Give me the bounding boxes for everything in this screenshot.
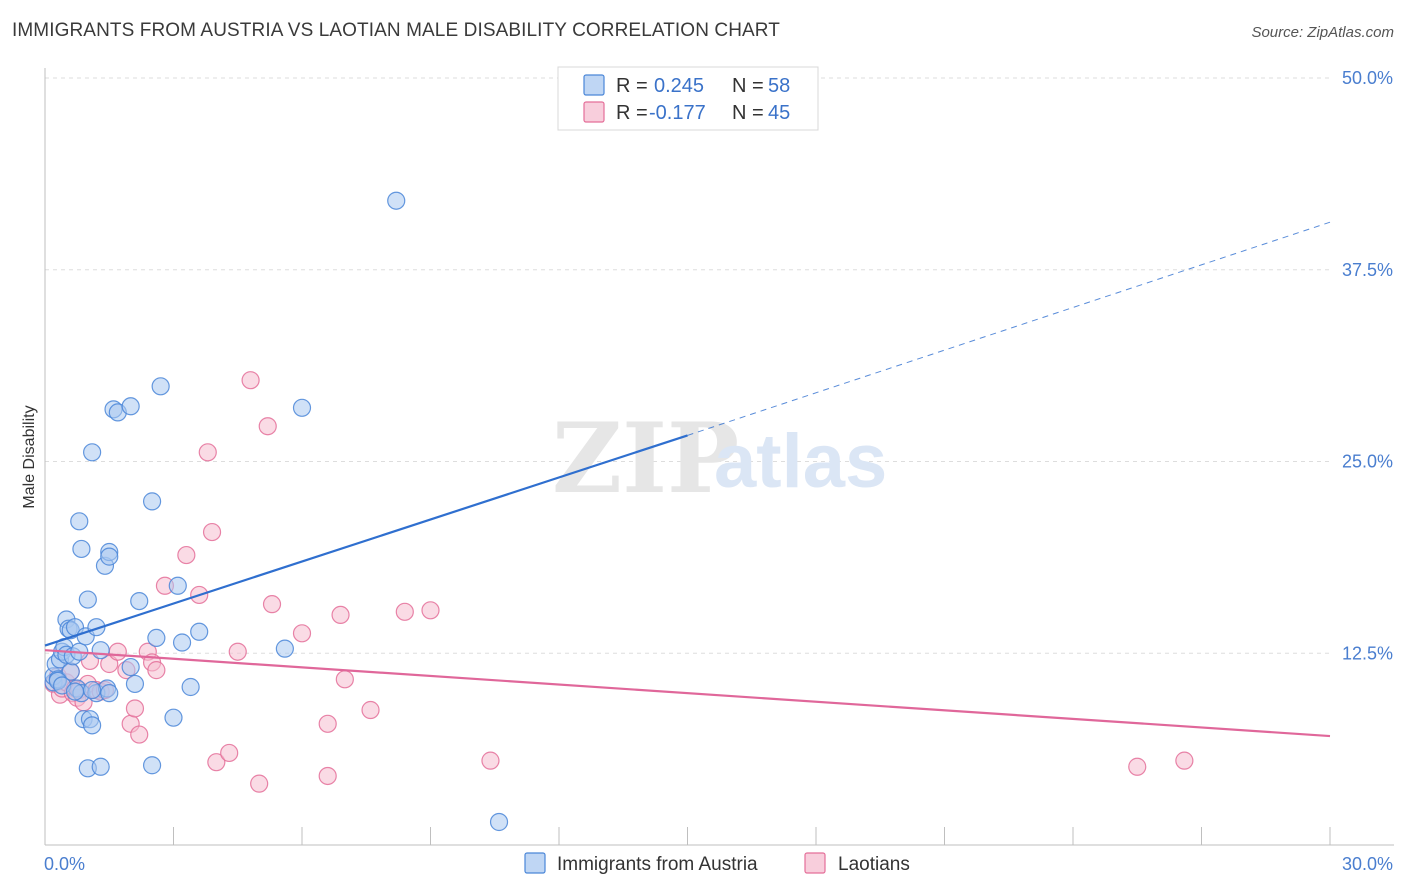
legend-bottom-swatch-austria <box>524 852 546 874</box>
legend-swatch-austria <box>583 74 605 96</box>
laotians-point-40 <box>331 605 350 625</box>
laotians-point-35 <box>258 417 277 436</box>
laotians-point-17 <box>108 642 127 661</box>
austria-point-49 <box>190 622 209 641</box>
austria-point-40 <box>130 591 149 611</box>
legend-r-label-austria: R = <box>616 75 648 97</box>
laotians-point-34 <box>250 774 269 793</box>
legend-bottom-label-laotians: Laotians <box>838 854 910 875</box>
laotians-point-31 <box>220 743 239 763</box>
y-tick-label-2: 37.5% <box>1342 260 1393 280</box>
austria-point-56 <box>65 682 85 701</box>
austria-point-53 <box>489 812 509 832</box>
x-tick-label-0: 0.0% <box>44 854 85 874</box>
laotians-point-29 <box>202 522 222 542</box>
laotians-point-20 <box>125 699 145 718</box>
austria-point-46 <box>168 576 187 595</box>
watermark-atlas: atlas <box>714 419 887 504</box>
austria-point-24 <box>83 443 102 462</box>
laotians-point-21 <box>130 725 149 744</box>
austria-point-57 <box>83 680 102 700</box>
legend-r-value-laotians: -0.177 <box>649 102 706 124</box>
laotians-point-43 <box>395 602 414 621</box>
legend-bottom: Immigrants from Austria Laotians <box>524 852 910 875</box>
austria-point-48 <box>181 677 200 697</box>
legend-swatch-laotians <box>583 101 605 123</box>
laotians-point-26 <box>177 545 196 565</box>
axes <box>44 68 1394 846</box>
y-axis-label: Male Disability <box>21 405 38 508</box>
legend-bottom-swatch-laotians <box>804 852 826 874</box>
austria-point-45 <box>164 708 183 727</box>
laotians-point-24 <box>147 661 166 680</box>
austria-point-47 <box>172 633 192 652</box>
austria-point-44 <box>151 377 170 396</box>
austria-point-51 <box>292 398 312 417</box>
watermark-zip: ZIP <box>552 402 739 515</box>
laotians-point-38 <box>318 766 337 786</box>
austria-point-29 <box>91 757 110 776</box>
austria-point-25 <box>83 716 102 735</box>
trendline-austria-extension <box>687 221 1331 436</box>
trendlines <box>44 221 1331 738</box>
trendline-austria <box>44 434 688 647</box>
austria-point-43 <box>147 628 166 648</box>
austria-point-50 <box>275 639 294 658</box>
austria-point-39 <box>125 674 145 694</box>
laotians-point-37 <box>292 624 312 643</box>
austria-point-32 <box>100 684 119 703</box>
watermark: ZIP atlas <box>552 402 887 515</box>
trendline-laotians <box>44 649 1331 738</box>
laotians-point-45 <box>481 751 500 770</box>
austria-point-38 <box>121 657 140 677</box>
legend-n-value-austria: 58 <box>768 75 790 97</box>
y-tick-label-3: 50.0% <box>1342 68 1393 88</box>
austria-point-28 <box>91 641 110 660</box>
austria-point-15 <box>70 512 89 531</box>
legend-n-label-austria: N = <box>732 75 764 97</box>
legend-n-value-laotians: 45 <box>768 102 790 124</box>
laotians-point-36 <box>262 595 282 614</box>
austria-point-41 <box>142 492 162 511</box>
laotians-point-30 <box>207 753 226 772</box>
legend-r-label-laotians: R = <box>616 102 648 124</box>
legend-r-value-austria: 0.245 <box>654 75 704 97</box>
austria-point-52 <box>387 191 406 210</box>
austria-point-34 <box>100 547 119 566</box>
laotians-point-41 <box>335 670 354 689</box>
laotians-point-42 <box>361 700 380 720</box>
laotians-point-28 <box>198 443 217 462</box>
laotians-point-39 <box>318 714 337 733</box>
legend-n-label-laotians: N = <box>732 102 764 124</box>
series-austria-points <box>44 191 509 832</box>
laotians-point-33 <box>241 371 260 390</box>
gridlines <box>45 77 1330 654</box>
austria-point-21 <box>78 590 97 609</box>
legend-bottom-label-austria: Immigrants from Austria <box>557 854 758 875</box>
laotians-point-46 <box>1128 757 1147 776</box>
austria-point-26 <box>87 618 106 637</box>
y-tick-label-0: 12.5% <box>1342 643 1393 663</box>
x-tick-label-1: 30.0% <box>1342 854 1393 874</box>
source-credit: Source: ZipAtlas.com <box>1251 24 1394 41</box>
austria-point-37 <box>121 397 140 416</box>
y-tick-labels: 12.5% 25.0% 37.5% 50.0% <box>1342 68 1393 663</box>
x-tick-labels: 0.0% 30.0% <box>44 854 1393 874</box>
chart-title: IMMIGRANTS FROM AUSTRIA VS LAOTIAN MALE … <box>12 20 780 41</box>
y-tick-label-1: 25.0% <box>1342 452 1393 472</box>
laotians-point-44 <box>421 601 440 620</box>
laotians-point-32 <box>228 642 247 661</box>
austria-point-42 <box>142 756 162 775</box>
austria-point-18 <box>72 539 91 559</box>
laotians-point-47 <box>1175 751 1194 770</box>
legend-top: R = 0.245 N = 58 R = -0.177 N = 45 <box>557 66 819 131</box>
